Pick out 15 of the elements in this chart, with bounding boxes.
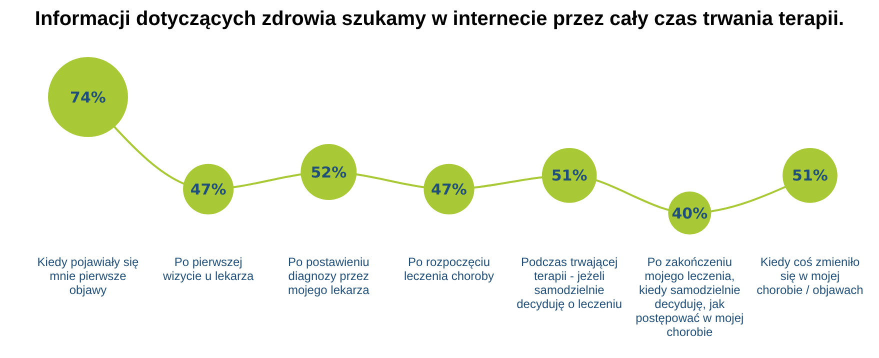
x-tick-label: Kiedy coś zmieniło się w mojej chorobie / objawach (756, 255, 864, 297)
x-tick-label: Po postawieniu diagnozy przez mojego lekarza (288, 255, 370, 297)
data-label: 51% (551, 166, 588, 185)
x-tick-label: Po pierwszej wizycie u lekarza (162, 255, 254, 283)
data-label: 51% (792, 166, 828, 185)
x-tick-label: Po rozpoczęciu leczenia choroby (404, 255, 494, 283)
data-label: 40% (672, 204, 708, 222)
x-tick-label: Podczas trwającej terapii - jeżeli samodzielnie decyduję o leczeniu (516, 255, 622, 311)
x-tick-label: Po zakończeniu mojego leczenia, kiedy samodzielnie decyduję, jak postępować w mojej chorobie (636, 255, 744, 339)
data-label: 52% (310, 163, 347, 182)
data-label: 47% (190, 180, 226, 198)
chart-title: Informacji dotyczących zdrowia szukamy w internecie przez cały czas trwania terapii. (34, 8, 844, 30)
data-label: 47% (431, 180, 467, 198)
x-tick-label: Kiedy pojawiały się mnie pierwsze objawy (37, 255, 140, 297)
data-label: 74% (70, 88, 106, 106)
